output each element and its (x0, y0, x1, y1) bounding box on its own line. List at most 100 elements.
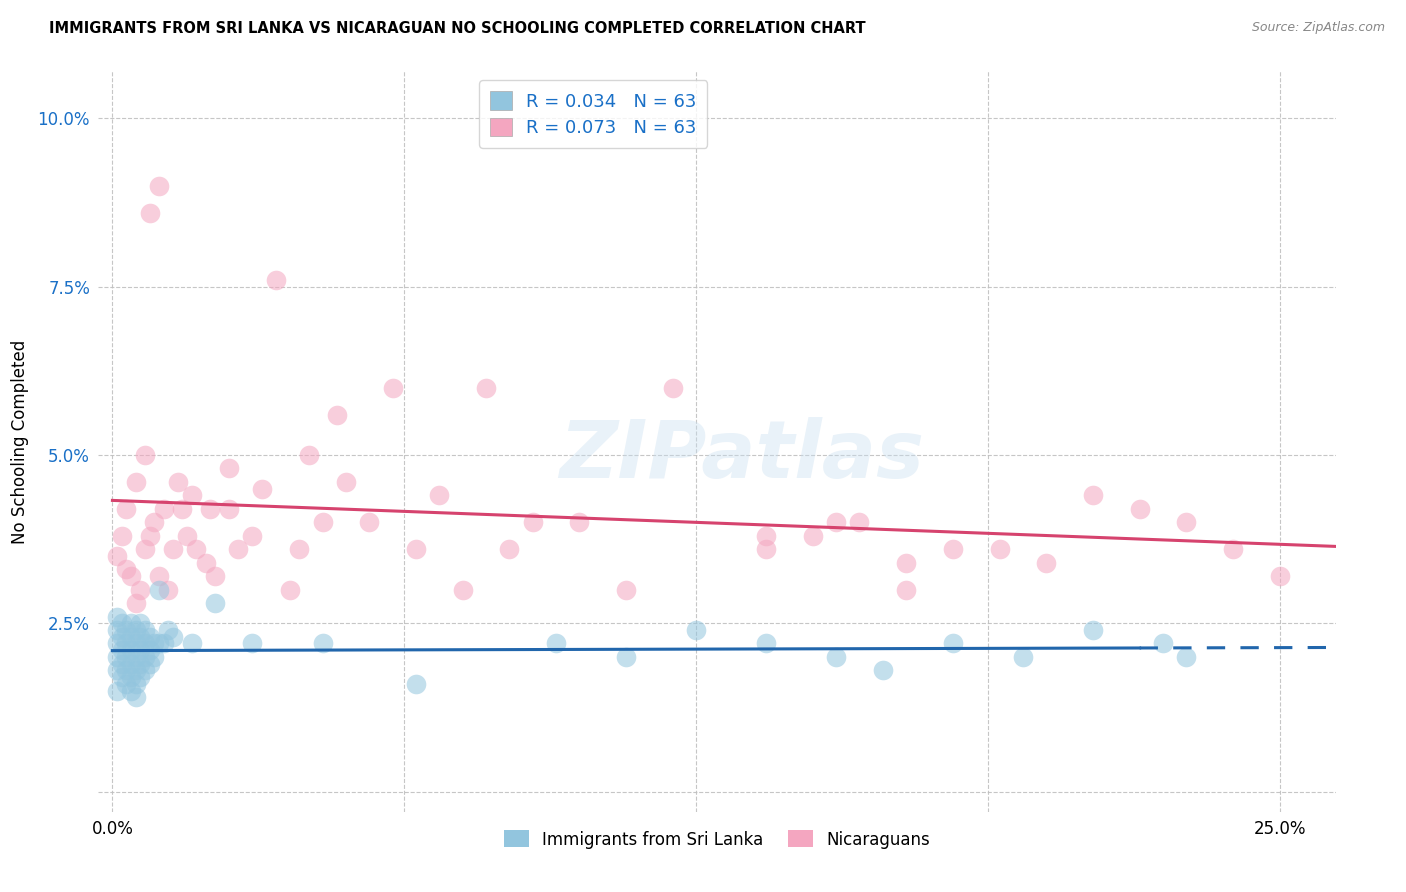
Point (498, 542, 520, 557)
Point (451, 582, 474, 597)
Point (129, 657, 152, 671)
Point (218, 461, 240, 475)
Point (125, 677, 148, 691)
Point (278, 582, 301, 597)
Point (194, 556, 217, 570)
Y-axis label: No Schooling Completed: No Schooling Completed (11, 340, 30, 543)
Point (139, 657, 162, 671)
Point (475, 381, 498, 395)
Text: ZIPatlas: ZIPatlas (560, 417, 924, 495)
Point (1175, 649, 1198, 664)
Point (115, 649, 138, 664)
Point (105, 664, 128, 678)
Point (204, 569, 226, 583)
Point (148, 569, 170, 583)
Point (139, 643, 162, 657)
Point (115, 636, 138, 650)
Point (825, 516, 848, 530)
Point (325, 408, 347, 422)
Point (614, 582, 637, 597)
Point (204, 596, 226, 610)
Point (186, 542, 208, 557)
Point (134, 623, 156, 637)
Point (115, 677, 138, 691)
Point (166, 475, 188, 489)
Point (120, 630, 142, 644)
Point (218, 501, 240, 516)
Point (111, 616, 134, 631)
Point (872, 664, 894, 678)
Point (111, 643, 134, 657)
Point (115, 623, 138, 637)
Point (568, 516, 591, 530)
Point (1035, 556, 1057, 570)
Point (755, 529, 778, 543)
Point (125, 664, 148, 678)
Point (129, 582, 152, 597)
Point (172, 501, 194, 516)
Point (125, 690, 148, 705)
Point (1152, 636, 1174, 650)
Point (152, 636, 174, 650)
Point (942, 636, 965, 650)
Point (825, 649, 848, 664)
Point (105, 636, 128, 650)
Point (134, 448, 156, 462)
Point (359, 516, 381, 530)
Point (894, 556, 917, 570)
Point (1081, 623, 1104, 637)
Point (162, 542, 184, 557)
Point (120, 670, 142, 684)
Point (242, 529, 264, 543)
Point (148, 582, 170, 597)
Point (120, 657, 142, 671)
Point (335, 475, 357, 489)
Point (801, 529, 824, 543)
Point (1175, 516, 1198, 530)
Point (1081, 488, 1104, 502)
Point (111, 630, 134, 644)
Point (111, 670, 134, 684)
Point (120, 616, 142, 631)
Point (1012, 649, 1035, 664)
Point (685, 623, 707, 637)
Point (115, 501, 138, 516)
Point (894, 582, 917, 597)
Point (297, 448, 319, 462)
Point (1222, 542, 1244, 557)
Point (143, 516, 166, 530)
Point (288, 542, 311, 557)
Point (134, 649, 156, 664)
Point (139, 529, 162, 543)
Point (180, 488, 202, 502)
Point (129, 616, 152, 631)
Point (134, 542, 156, 557)
Point (105, 623, 128, 637)
Point (311, 516, 333, 530)
Point (129, 670, 152, 684)
Point (311, 636, 333, 650)
Point (988, 542, 1011, 557)
Point (129, 630, 152, 644)
Point (157, 582, 180, 597)
Point (143, 636, 166, 650)
Point (125, 649, 148, 664)
Point (755, 542, 778, 557)
Point (105, 549, 128, 563)
Point (152, 501, 174, 516)
Point (405, 677, 427, 691)
Point (614, 649, 637, 664)
Point (162, 630, 184, 644)
Point (264, 273, 287, 287)
Point (242, 636, 264, 650)
Point (105, 649, 128, 664)
Text: IMMIGRANTS FROM SRI LANKA VS NICARAGUAN NO SCHOOLING COMPLETED CORRELATION CHART: IMMIGRANTS FROM SRI LANKA VS NICARAGUAN … (49, 21, 866, 37)
Point (942, 542, 965, 557)
Point (139, 205, 162, 219)
Text: Source: ZipAtlas.com: Source: ZipAtlas.com (1251, 21, 1385, 35)
Point (522, 516, 544, 530)
Legend: Immigrants from Sri Lanka, Nicaraguans: Immigrants from Sri Lanka, Nicaraguans (498, 823, 936, 855)
Point (115, 664, 138, 678)
Point (228, 542, 250, 557)
Point (143, 649, 166, 664)
